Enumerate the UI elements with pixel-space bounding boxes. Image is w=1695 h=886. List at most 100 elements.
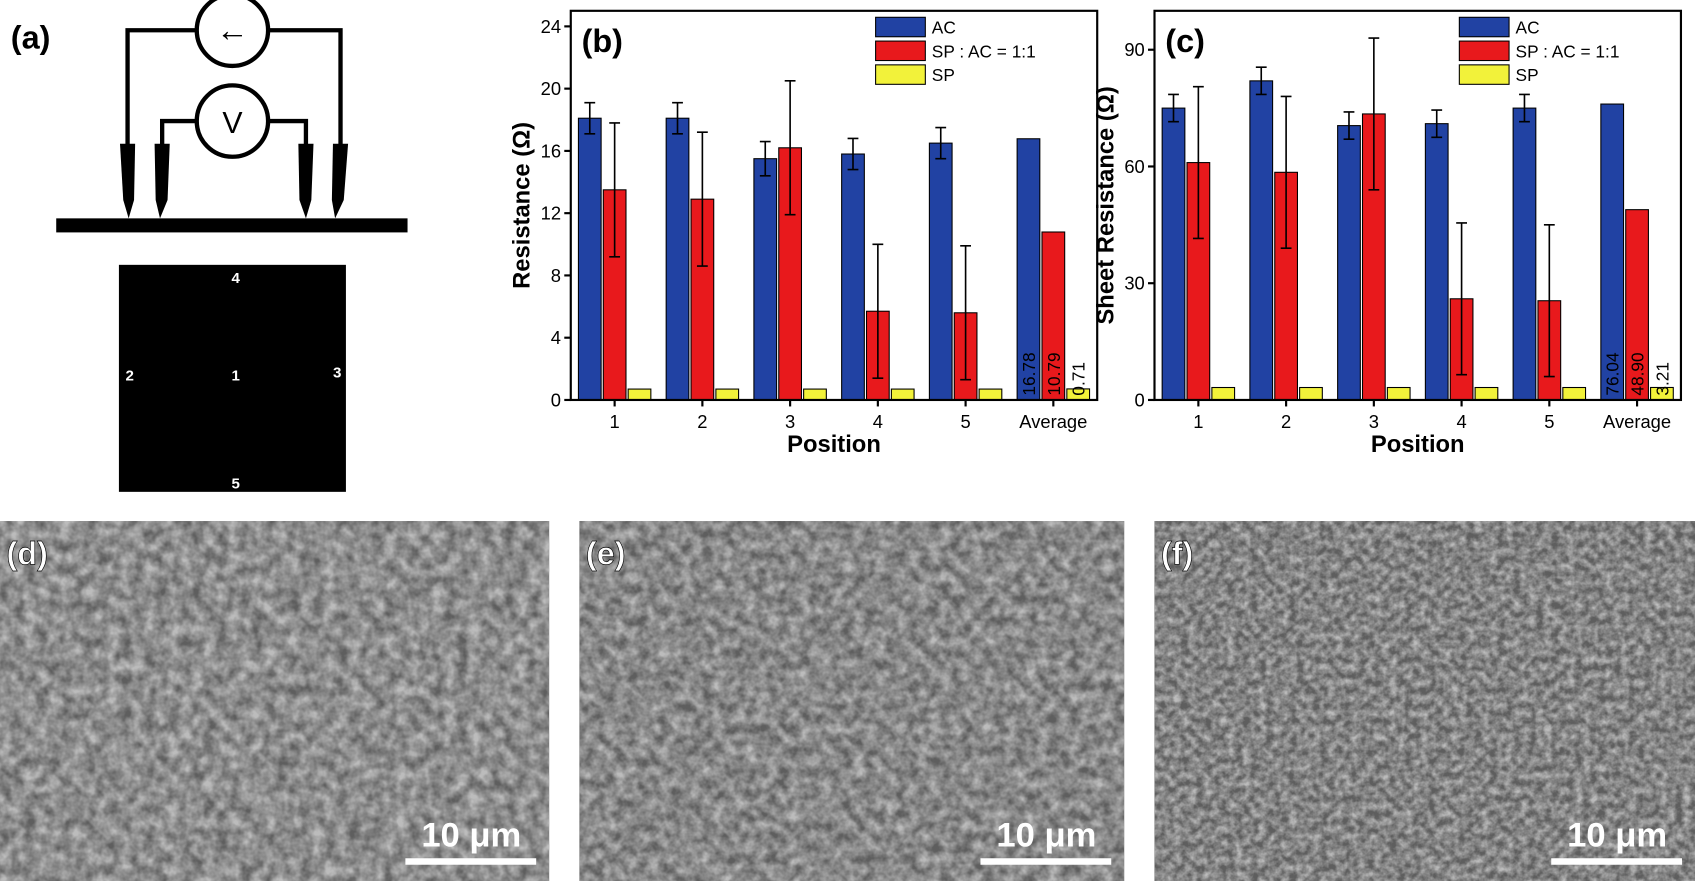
bar bbox=[978, 388, 1003, 401]
legend-swatch bbox=[1458, 40, 1510, 62]
error-bar bbox=[696, 131, 708, 267]
panel-label: (e) bbox=[586, 535, 626, 571]
error-bar bbox=[847, 137, 859, 171]
x-tick-label: 2 bbox=[1281, 411, 1291, 432]
error-bar bbox=[1368, 37, 1380, 191]
legend-label: SP : AC = 1:1 bbox=[932, 41, 1036, 61]
y-tick-label: 4 bbox=[551, 327, 561, 348]
y-tick-label: 90 bbox=[1124, 39, 1144, 60]
legend-swatch bbox=[875, 64, 926, 85]
ammeter bbox=[194, 0, 271, 69]
position-label: 3 bbox=[333, 364, 341, 381]
value-label: 3.21 bbox=[1652, 362, 1672, 396]
voltmeter bbox=[194, 83, 271, 159]
legend-swatch bbox=[875, 16, 926, 38]
y-axis-label: Sheet Resistance (Ω) bbox=[1092, 86, 1119, 324]
value-label: 10.79 bbox=[1044, 352, 1064, 395]
probe bbox=[119, 143, 136, 219]
positions: 4 2 1 3 5 bbox=[126, 270, 342, 492]
error-bar bbox=[672, 101, 683, 135]
bar bbox=[1161, 107, 1186, 401]
y-tick-label: 16 bbox=[541, 140, 561, 161]
sem-texture bbox=[579, 521, 1125, 881]
y-tick-label: 20 bbox=[541, 78, 561, 99]
bar bbox=[577, 117, 602, 401]
y-tick-label: 8 bbox=[551, 265, 561, 286]
bar bbox=[627, 388, 652, 401]
error-bar bbox=[1519, 93, 1530, 123]
bar bbox=[928, 142, 953, 401]
sem-image: (d) 10 μm bbox=[0, 521, 550, 881]
panel-label: (b) bbox=[582, 23, 623, 59]
error-bar bbox=[960, 245, 972, 381]
plot-frame bbox=[1153, 9, 1683, 402]
legend-label: SP bbox=[932, 65, 955, 85]
y-tick-label: 0 bbox=[1135, 389, 1145, 410]
plot-frame bbox=[569, 9, 1099, 402]
error-bar bbox=[1456, 222, 1467, 376]
legend-label: AC bbox=[932, 18, 956, 38]
error-bar bbox=[1343, 111, 1355, 141]
x-axis-label: Position bbox=[1371, 431, 1465, 458]
x-axis-label: Position bbox=[787, 431, 881, 458]
bar bbox=[715, 388, 740, 401]
panel-label: (d) bbox=[6, 535, 47, 571]
bar bbox=[1512, 107, 1537, 401]
bar bbox=[803, 388, 827, 401]
error-bar bbox=[784, 80, 796, 216]
bar bbox=[1211, 386, 1236, 401]
error-bar bbox=[1192, 85, 1204, 240]
probes bbox=[119, 143, 349, 219]
legend-swatch bbox=[875, 40, 926, 62]
value-label: 48.90 bbox=[1628, 352, 1648, 395]
bar bbox=[665, 117, 690, 401]
x-tick-label: 3 bbox=[1369, 411, 1379, 432]
probe bbox=[154, 143, 170, 219]
error-bar bbox=[1543, 224, 1555, 378]
bar bbox=[1337, 125, 1361, 401]
wire bbox=[125, 28, 343, 146]
sample-square bbox=[118, 264, 346, 492]
position-label: 1 bbox=[231, 368, 239, 385]
position-label: 4 bbox=[231, 270, 240, 287]
bar bbox=[1424, 123, 1449, 401]
position-label: 5 bbox=[231, 476, 239, 493]
sem-images: (d) 10 μm (e) 10 μm (f) 10 μm bbox=[0, 521, 1695, 881]
legend-label: SP : AC = 1:1 bbox=[1516, 41, 1620, 61]
sem-image: (f) 10 μm bbox=[1154, 521, 1695, 881]
error-bar bbox=[872, 243, 884, 379]
voltmeter-symbol: V bbox=[222, 107, 243, 140]
probe bbox=[298, 143, 314, 219]
x-tick-label: 5 bbox=[960, 411, 970, 432]
chart: 0 30 60 90 76.04 48.90 3.21 1 2 3 4 5 Average Positio… bbox=[1092, 9, 1683, 458]
y-tick-label: 30 bbox=[1124, 273, 1144, 294]
x-tick-label: Average bbox=[1019, 411, 1087, 432]
error-bar bbox=[1168, 93, 1179, 123]
bar bbox=[1249, 80, 1274, 401]
ammeter-symbol: ← bbox=[216, 12, 248, 48]
x-tick-label: 4 bbox=[1456, 411, 1466, 432]
x-tick-label: 4 bbox=[873, 411, 883, 432]
y-axis-label: Resistance (Ω) bbox=[509, 122, 536, 289]
legend-swatch bbox=[1458, 16, 1510, 38]
scale-label: 10 μm bbox=[996, 816, 1096, 854]
error-bar bbox=[584, 101, 596, 135]
y-tick-label: 0 bbox=[551, 389, 561, 410]
panel-label: (f) bbox=[1161, 535, 1193, 571]
sem-texture bbox=[1154, 521, 1695, 881]
error-bar bbox=[935, 126, 947, 160]
y-tick-label: 12 bbox=[541, 203, 561, 224]
error-bar bbox=[609, 122, 621, 258]
bar bbox=[1299, 386, 1323, 401]
panel-label: (c) bbox=[1165, 23, 1205, 59]
x-tick-label: 1 bbox=[1193, 411, 1203, 432]
panel-label: (a) bbox=[11, 20, 51, 56]
error-bar bbox=[759, 140, 771, 177]
sem-texture bbox=[0, 521, 550, 881]
legend-label: AC bbox=[1516, 18, 1540, 38]
legend-label: SP bbox=[1516, 65, 1539, 85]
y-tick-label: 24 bbox=[541, 16, 561, 37]
